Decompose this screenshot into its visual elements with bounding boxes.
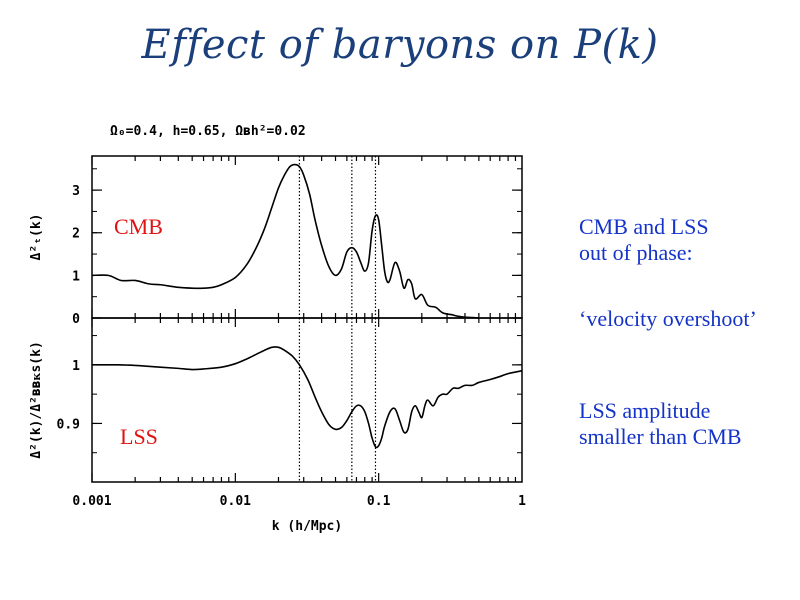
lss-panel-ticks: 0.91 — [57, 318, 522, 483]
lss-panel: 0.91 LSS Δ²(k)/Δ²ʙʙᴋѕ(k) — [29, 317, 523, 483]
cmb-phase-markers — [298, 156, 377, 318]
lss-y-tick-label: 0.9 — [57, 417, 80, 432]
note-lss-amplitude: LSS amplitude smaller than CMB — [579, 398, 742, 449]
x-tick-label: 0.1 — [367, 494, 391, 509]
lss-y-axis-label: Δ²(k)/Δ²ʙʙᴋѕ(k) — [29, 341, 44, 459]
cmb-panel-ticks: 0 1 2 3 — [72, 156, 522, 327]
chart-title: Ω₀=0.4, h=0.65, Ωʙh²=0.02 — [110, 124, 306, 139]
x-tick-label: 0.01 — [220, 494, 251, 509]
slide-title: Effect of baryons on P(k) — [141, 22, 659, 68]
x-axis-tick-labels: 0.001 0.01 0.1 1 — [72, 494, 526, 509]
x-tick-label: 0.001 — [72, 494, 111, 509]
cmb-y-axis-label: Δ²ₜ(k) — [29, 214, 44, 261]
x-axis-label: k (h/Mpc) — [272, 519, 342, 534]
note-velocity-overshoot: ‘velocity overshoot’ — [579, 306, 757, 331]
cmb-panel-label: CMB — [114, 214, 163, 239]
cmb-y-tick-label: 1 — [72, 269, 80, 284]
lss-phase-markers — [298, 318, 377, 482]
x-tick-label: 1 — [518, 494, 526, 509]
cmb-y-tick-label: 0 — [72, 312, 80, 327]
note-out-of-phase: CMB and LSS out of phase: — [579, 214, 709, 265]
lss-series-line — [91, 346, 523, 449]
cmb-y-tick-label: 3 — [72, 184, 80, 199]
lss-panel-frame — [91, 317, 523, 483]
cmb-series-line — [91, 163, 479, 319]
lss-y-tick-label: 1 — [72, 359, 80, 374]
lss-panel-label: LSS — [120, 424, 158, 449]
cmb-y-tick-label: 2 — [72, 227, 80, 242]
cmb-panel: 0 1 2 3 CMB Δ²ₜ(k) — [29, 155, 523, 327]
